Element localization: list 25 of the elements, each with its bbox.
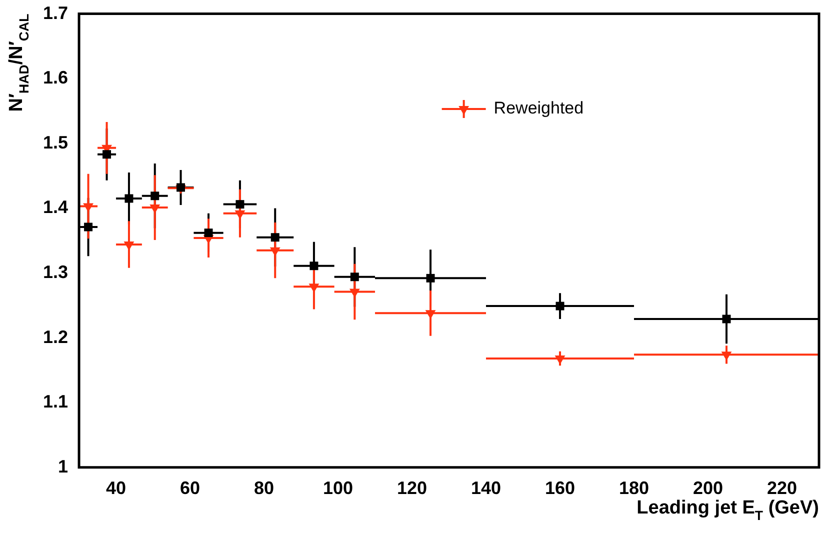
y-tick-label: 1.3 — [42, 262, 68, 282]
x-tick-label: 40 — [106, 478, 126, 498]
y-tick-label: 1.5 — [42, 132, 68, 152]
point — [556, 302, 564, 310]
x-tick-label: 160 — [544, 478, 576, 498]
x-tick-label: 140 — [470, 478, 502, 498]
y-tick-label: 1.6 — [42, 68, 68, 88]
y-tick-label: 1.1 — [42, 392, 68, 412]
x-tick-label: 120 — [396, 478, 428, 498]
point — [426, 274, 435, 282]
x-tick-label: 100 — [322, 478, 354, 498]
point — [124, 194, 134, 203]
x-tick-label: 220 — [766, 478, 798, 498]
y-tick-label: 1.2 — [42, 326, 68, 347]
point — [176, 183, 186, 192]
y-tick-label: 1.4 — [42, 197, 68, 218]
y-tick-label: 1.7 — [42, 2, 68, 23]
y-axis-title: N′HAD/N′CAL — [6, 14, 32, 112]
x-tick-label: 180 — [618, 478, 650, 498]
x-tick-label: 60 — [180, 478, 200, 498]
legend-label: Reweighted — [494, 98, 584, 118]
x-tick-label: 80 — [254, 478, 274, 498]
y-tick-label: 1 — [58, 456, 68, 476]
x-tick-label: 200 — [692, 478, 724, 498]
point — [722, 314, 731, 324]
